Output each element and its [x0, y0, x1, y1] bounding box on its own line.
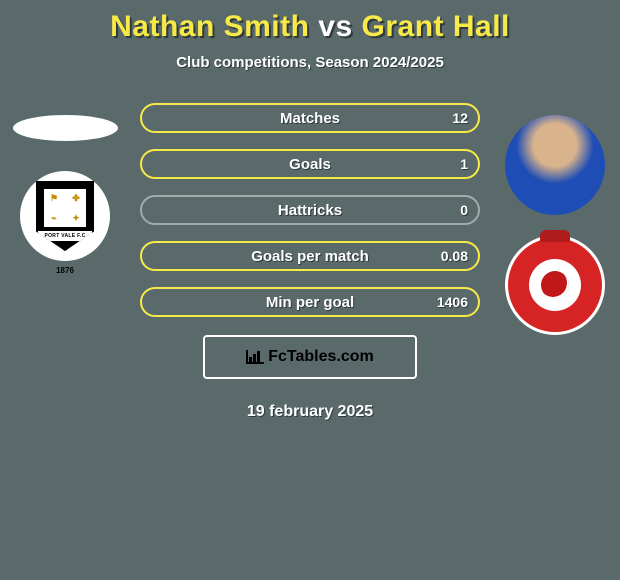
stat-row-goals: Goals 1 — [140, 149, 480, 179]
stat-value-right: 12 — [452, 110, 468, 126]
stat-row-mpg: Min per goal 1406 — [140, 287, 480, 317]
title-player1: Nathan Smith — [110, 10, 309, 43]
stat-row-gpm: Goals per match 0.08 — [140, 241, 480, 271]
title-player2: Grant Hall — [362, 10, 510, 43]
stat-label: Min per goal — [266, 294, 354, 311]
stat-value-right: 1406 — [437, 294, 468, 310]
page-title: Nathan Smith vs Grant Hall — [0, 0, 620, 44]
watermark-text: FcTables.com — [268, 348, 374, 366]
stat-value-right: 0.08 — [441, 248, 468, 264]
comparison-infographic: Nathan Smith vs Grant Hall Club competit… — [0, 0, 620, 580]
stat-label: Hattricks — [278, 202, 342, 219]
stat-label: Goals — [289, 156, 331, 173]
stat-row-matches: Matches 12 — [140, 103, 480, 133]
stat-label: Goals per match — [251, 248, 369, 265]
stat-value-right: 1 — [460, 156, 468, 172]
subtitle: Club competitions, Season 2024/2025 — [0, 54, 620, 71]
stat-value-right: 0 — [460, 202, 468, 218]
stat-row-hattricks: Hattricks 0 — [140, 195, 480, 225]
stats-block: Matches 12 Goals 1 Hattricks 0 Goals per… — [0, 103, 620, 317]
watermark: FcTables.com — [203, 335, 417, 379]
date-label: 19 february 2025 — [0, 403, 620, 421]
stat-label: Matches — [280, 110, 340, 127]
chart-icon — [246, 350, 264, 364]
title-vs: vs — [309, 10, 361, 43]
